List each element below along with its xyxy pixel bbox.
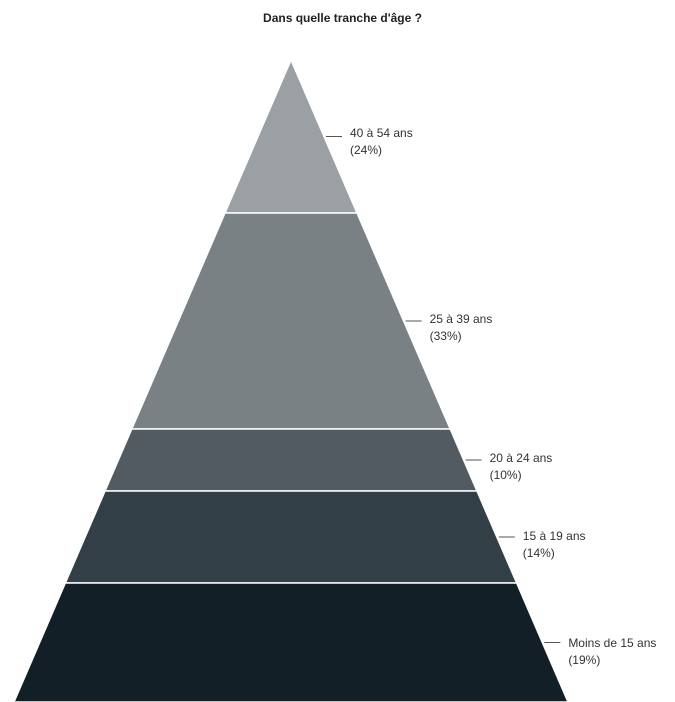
- segment-label: Moins de 15 ans: [568, 636, 656, 650]
- segment-percent-label: (14%): [523, 546, 555, 560]
- segment-percent-label: (19%): [568, 653, 600, 667]
- segment-label: 20 à 24 ans: [490, 451, 553, 465]
- pyramid-segment[interactable]: [103, 428, 479, 492]
- chart-title: Dans quelle tranche d'âge ?: [263, 11, 422, 25]
- segment-percent-label: (10%): [490, 468, 522, 482]
- segment-label: 25 à 39 ans: [430, 312, 493, 326]
- pyramid-segment[interactable]: [130, 212, 452, 430]
- segment-percent-label: (24%): [350, 143, 382, 157]
- segment-percent-label: (33%): [430, 329, 462, 343]
- pyramid-segment[interactable]: [13, 582, 569, 702]
- pyramid-segment[interactable]: [64, 490, 518, 584]
- segment-label: 40 à 54 ans: [350, 126, 413, 140]
- segment-label: 15 à 19 ans: [523, 529, 586, 543]
